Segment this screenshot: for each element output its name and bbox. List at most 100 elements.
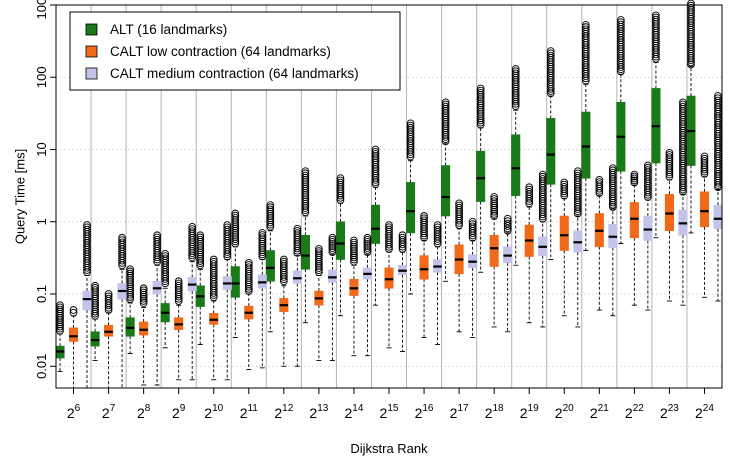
outlier-point — [700, 152, 709, 161]
outlier-point — [315, 268, 323, 277]
box-group — [104, 290, 114, 389]
legend-label-calt-low: CALT low contraction (64 landmarks) — [110, 44, 331, 59]
outlier-point — [153, 235, 161, 244]
box-group — [454, 199, 464, 333]
outlier-point — [490, 212, 499, 220]
outlier-point — [538, 172, 547, 181]
outlier-point — [363, 242, 372, 250]
box-iqr — [419, 255, 429, 280]
outlier-point — [398, 235, 407, 244]
box-iqr — [489, 234, 499, 267]
outlier-point — [363, 240, 372, 248]
box-group — [678, 98, 688, 306]
box-iqr — [643, 215, 653, 241]
outlier-point — [455, 203, 463, 212]
box-group — [230, 209, 240, 338]
outlier-point — [630, 174, 639, 183]
outlier-point — [328, 244, 337, 252]
outlier-point — [371, 147, 380, 156]
outlier-point — [126, 269, 134, 278]
box-iqr — [335, 221, 345, 260]
x-tick-label: 219 — [520, 403, 539, 421]
outlier-point — [139, 288, 148, 297]
outlier-point — [293, 229, 302, 238]
box-iqr — [559, 215, 569, 251]
outlier-point — [83, 223, 91, 232]
box-group — [257, 229, 267, 369]
outlier-point — [363, 248, 372, 256]
outlier-point — [363, 246, 372, 254]
outlier-point — [328, 242, 337, 250]
box-group — [573, 167, 583, 328]
outlier-point — [652, 13, 660, 22]
outlier-point — [91, 281, 99, 290]
outlier-point — [525, 185, 534, 194]
outlier-point — [560, 180, 569, 189]
outlier-point — [455, 201, 463, 210]
outlier-point — [700, 154, 709, 163]
box-group — [187, 222, 197, 381]
axis-layer: 0.01 0.1 1 10 100 1000 26 27 28 29 210 211 212 213 214… — [34, 0, 714, 421]
box-group — [608, 164, 618, 317]
outlier-point — [174, 277, 183, 286]
outlier-point — [139, 299, 148, 307]
box-group — [55, 301, 65, 372]
box-iqr — [292, 270, 302, 284]
outlier-point — [258, 231, 267, 239]
outlier-point — [244, 258, 253, 267]
outlier-point — [139, 286, 148, 295]
outlier-point — [490, 207, 499, 216]
outlier-point — [315, 245, 323, 253]
outlier-point — [714, 94, 722, 103]
outlier-point — [315, 264, 323, 272]
outlier-point — [490, 197, 499, 206]
box-group — [524, 183, 534, 324]
outlier-point — [490, 205, 499, 214]
outlier-point — [441, 102, 450, 111]
x-tick-label: 224 — [695, 403, 714, 421]
legend: ALT (16 landmarks) CALT low contraction … — [69, 11, 401, 91]
box-iqr — [629, 202, 639, 239]
outlier-point — [546, 49, 555, 58]
outlier-point — [266, 203, 275, 212]
outlier-point — [595, 176, 604, 184]
outlier-point — [118, 238, 126, 247]
outlier-point — [223, 221, 232, 229]
outlier-point — [161, 254, 170, 263]
outlier-point — [525, 188, 534, 196]
outlier-point — [315, 259, 323, 268]
x-tick-label: 27 — [102, 403, 116, 421]
outlier-point — [679, 98, 687, 107]
outlier-point — [617, 20, 625, 29]
y-tick-label: 100 — [34, 66, 49, 88]
outlier-point — [538, 175, 547, 183]
outlier-point — [336, 178, 345, 187]
box-group — [244, 258, 254, 371]
outlier-point — [511, 69, 520, 78]
box-iqr — [230, 266, 240, 298]
outlier-point — [644, 166, 652, 174]
outlier-point — [581, 23, 590, 31]
outlier-point — [573, 171, 582, 180]
outlier-point — [608, 168, 617, 177]
box-group — [441, 98, 451, 282]
outlier-point — [490, 199, 499, 208]
outlier-point — [581, 25, 590, 34]
box-group — [370, 145, 381, 306]
outlier-point — [433, 225, 442, 234]
x-tick-label: 216 — [415, 403, 434, 421]
box-iqr — [82, 290, 92, 311]
outlier-point — [223, 225, 232, 234]
box-group — [433, 221, 443, 345]
outlier-point — [652, 11, 660, 20]
outlier-point — [139, 294, 148, 303]
outlier-point — [174, 279, 183, 288]
box-iqr — [139, 321, 149, 336]
box-group — [559, 178, 569, 317]
outlier-point — [630, 178, 639, 187]
box-group — [699, 152, 710, 298]
box-group — [406, 119, 416, 295]
outlier-point — [118, 233, 126, 242]
outlier-point — [336, 176, 345, 185]
outlier-point — [196, 233, 205, 242]
